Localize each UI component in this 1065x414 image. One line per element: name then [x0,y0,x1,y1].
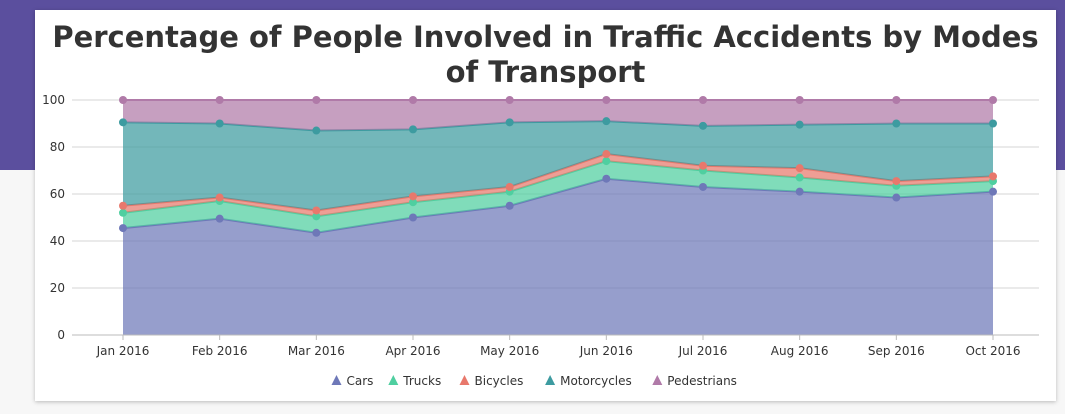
legend-marker [652,375,663,385]
point-pedestrians [312,96,321,104]
series-line-bicycles [122,153,994,212]
point-pedestrians [989,96,997,104]
legend-marker [545,375,556,385]
chart-plot: 0 20 40 60 80 100 Jan 2016 Feb 2016 Mar 2016 Apr … [42,93,1039,388]
x-tick-label: Sep 2016 [868,344,925,358]
point-pedestrians [602,96,611,104]
legend-label: Motorcycles [560,374,632,388]
areas-group [122,99,994,335]
point-cars [215,214,224,223]
point-cars [602,174,611,183]
x-tick-label: Mar 2016 [288,344,345,358]
point-cars [119,224,127,233]
x-tick-label: Aug 2016 [771,344,829,358]
point-cars [699,182,707,191]
x-tick-label: Jan 2016 [96,344,150,358]
x-tick-label: May 2016 [480,344,539,358]
x-tick-label: Jun 2016 [579,344,633,358]
y-tick-label: 100 [42,93,65,107]
area-trucks [123,161,993,233]
point-pedestrians [795,96,804,104]
point-pedestrians [215,96,224,104]
point-motorcycles [409,125,417,134]
area-bicycles [123,154,993,217]
chart-title: Percentage of People Involved in Traffic… [52,20,1039,89]
point-cars [505,201,514,210]
x-tick-label: Apr 2016 [385,344,440,358]
point-bicycles [312,206,321,215]
legend-label: Pedestrians [667,374,737,388]
point-pedestrians [699,96,707,104]
point-motorcycles [119,118,127,127]
point-pedestrians [119,96,127,104]
legend-marker [459,375,470,385]
area-pedestrians [123,100,993,131]
point-motorcycles [892,119,901,128]
y-tick-label: 20 [50,281,65,295]
legend-item-cars: Cars [331,374,374,388]
y-tick-label: 60 [50,187,65,201]
legend-item-bicycles: Bicycles [459,374,524,388]
point-cars [795,187,804,196]
point-bicycles [215,193,224,202]
point-bicycles [892,177,901,186]
point-bicycles [795,164,804,173]
y-tick-label: 40 [50,234,65,248]
point-bicycles [505,182,514,191]
x-tick-label: Oct 2016 [965,344,1020,358]
x-tick-label: Jul 2016 [678,344,728,358]
point-bicycles [699,161,707,170]
point-trucks [795,173,804,182]
point-trucks [119,208,127,217]
x-tick-label: Feb 2016 [192,344,248,358]
point-pedestrians [892,96,901,104]
y-tick-label: 0 [57,328,65,342]
legend-marker [388,375,399,385]
point-bicycles [409,192,417,201]
legend-label: Trucks [402,374,441,388]
legend-label: Bicycles [475,374,524,388]
point-bicycles [989,172,997,181]
point-bicycles [602,150,611,159]
point-trucks [602,157,611,166]
area-cars [123,178,993,335]
point-pedestrians [505,96,514,104]
point-motorcycles [795,120,804,129]
point-pedestrians [409,96,417,104]
point-trucks [409,198,417,207]
legend-item-motorcycles: Motorcycles [545,374,632,388]
point-motorcycles [699,121,707,130]
area-motorcycles [123,121,993,211]
point-cars [409,213,417,222]
point-cars [892,193,901,202]
point-cars [312,228,321,237]
point-motorcycles [312,126,321,135]
legend-item-pedestrians: Pedestrians [652,374,737,388]
point-motorcycles [505,118,514,127]
legend-label: Cars [347,374,374,388]
chart-card: Percentage of People Involved in Traffic… [35,10,1056,401]
point-bicycles [119,201,127,210]
point-trucks [312,212,321,221]
point-motorcycles [989,119,997,128]
legend-item-trucks: Trucks [388,374,441,388]
series-line-trucks [122,160,994,218]
point-motorcycles [602,117,611,126]
point-motorcycles [215,119,224,128]
legend-marker [331,375,342,385]
y-tick-label: 80 [50,140,65,154]
point-cars [989,187,997,196]
